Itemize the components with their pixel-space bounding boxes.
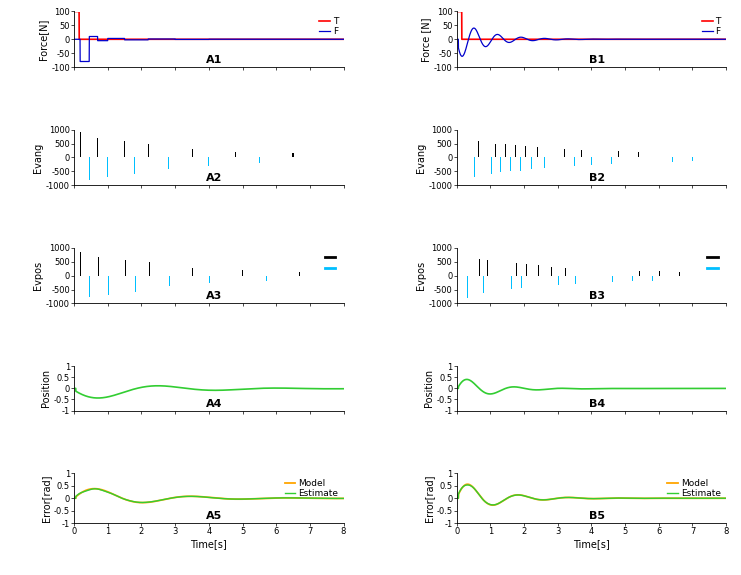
Legend: Model, Estimate: Model, Estimate (666, 478, 722, 499)
X-axis label: Time[s]: Time[s] (573, 539, 610, 549)
Y-axis label: Evpos: Evpos (416, 261, 426, 290)
Text: B3: B3 (589, 292, 605, 301)
Text: B1: B1 (589, 55, 605, 65)
Y-axis label: Position: Position (41, 369, 51, 408)
Text: B4: B4 (588, 399, 605, 409)
Text: B5: B5 (589, 511, 605, 522)
Legend: , : , (324, 252, 339, 274)
Y-axis label: Error[rad]: Error[rad] (424, 474, 433, 522)
Legend: T, F: T, F (319, 16, 339, 37)
Text: A3: A3 (206, 292, 222, 301)
Legend: , : , (706, 252, 722, 274)
Text: A1: A1 (206, 55, 222, 65)
Y-axis label: Evang: Evang (33, 143, 43, 172)
Y-axis label: Error[rad]: Error[rad] (41, 474, 51, 522)
Text: A5: A5 (206, 511, 222, 522)
Y-axis label: Force [N]: Force [N] (421, 17, 431, 62)
Text: B2: B2 (589, 173, 605, 183)
Legend: Model, Estimate: Model, Estimate (284, 478, 339, 499)
Legend: T, F: T, F (701, 16, 722, 37)
Y-axis label: Evang: Evang (416, 143, 426, 172)
Y-axis label: Force[N]: Force[N] (39, 18, 48, 60)
Y-axis label: Evpos: Evpos (33, 261, 43, 290)
X-axis label: Time[s]: Time[s] (190, 539, 227, 549)
Y-axis label: Position: Position (424, 369, 433, 408)
Text: A2: A2 (206, 173, 222, 183)
Text: A4: A4 (206, 399, 222, 409)
